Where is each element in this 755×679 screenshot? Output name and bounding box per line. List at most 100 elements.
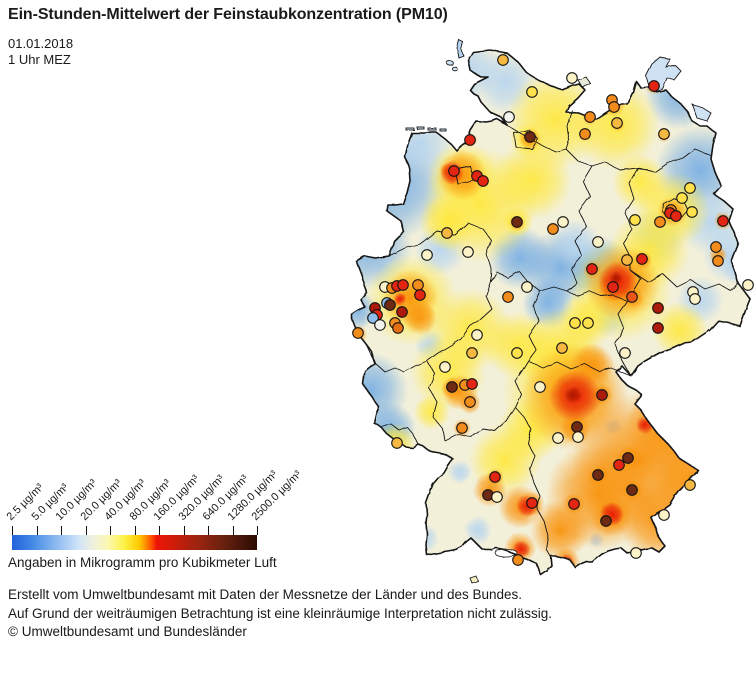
station-dot[interactable] bbox=[397, 279, 409, 291]
station-dot[interactable] bbox=[717, 215, 729, 227]
station-dot[interactable] bbox=[446, 381, 458, 393]
station-dot[interactable] bbox=[684, 182, 696, 194]
station-dot[interactable] bbox=[552, 432, 564, 444]
station-dot[interactable] bbox=[658, 128, 670, 140]
legend-tick bbox=[12, 526, 13, 535]
station-dot[interactable] bbox=[568, 498, 580, 510]
station-dot[interactable] bbox=[686, 206, 698, 218]
station-dot[interactable] bbox=[676, 192, 688, 204]
station-dot[interactable] bbox=[526, 497, 538, 509]
field-blob bbox=[411, 524, 439, 552]
station-dot[interactable] bbox=[622, 452, 634, 464]
station-dot[interactable] bbox=[556, 342, 568, 354]
station-dot[interactable] bbox=[652, 322, 664, 334]
station-dot[interactable] bbox=[670, 210, 682, 222]
island-east-frisian-3 bbox=[427, 127, 437, 131]
station-dot[interactable] bbox=[630, 547, 642, 559]
station-dot[interactable] bbox=[534, 381, 546, 393]
station-dot[interactable] bbox=[629, 214, 641, 226]
station-dot[interactable] bbox=[619, 347, 631, 359]
alpine-fragment bbox=[469, 575, 479, 584]
station-dot[interactable] bbox=[448, 165, 460, 177]
station-dot[interactable] bbox=[600, 515, 612, 527]
station-dot[interactable] bbox=[572, 431, 584, 443]
station-dot[interactable] bbox=[547, 223, 559, 235]
station-dot[interactable] bbox=[592, 469, 604, 481]
station-dot[interactable] bbox=[613, 459, 625, 471]
station-dot[interactable] bbox=[441, 227, 453, 239]
station-dot[interactable] bbox=[503, 111, 515, 123]
island-amrum bbox=[451, 66, 459, 72]
station-dot[interactable] bbox=[658, 509, 670, 521]
station-dot[interactable] bbox=[521, 281, 533, 293]
station-dot[interactable] bbox=[489, 471, 501, 483]
station-dot[interactable] bbox=[414, 289, 426, 301]
station-dot[interactable] bbox=[592, 236, 604, 248]
station-dot[interactable] bbox=[391, 437, 403, 449]
station-dot[interactable] bbox=[464, 396, 476, 408]
field-blob bbox=[403, 301, 437, 335]
station-dot[interactable] bbox=[689, 293, 701, 305]
station-dot[interactable] bbox=[586, 263, 598, 275]
station-dot[interactable] bbox=[579, 128, 591, 140]
station-dot[interactable] bbox=[626, 484, 638, 496]
legend-tick bbox=[61, 526, 62, 535]
station-dot[interactable] bbox=[652, 302, 664, 314]
station-dot[interactable] bbox=[626, 291, 638, 303]
field-blob bbox=[521, 50, 565, 84]
station-dot[interactable] bbox=[648, 80, 660, 92]
station-dot[interactable] bbox=[491, 491, 503, 503]
station-dot[interactable] bbox=[684, 479, 696, 491]
station-dot[interactable] bbox=[511, 216, 523, 228]
legend-caption: Angaben in Mikrogramm pro Kubikmeter Luf… bbox=[8, 555, 277, 570]
legend-tick bbox=[36, 526, 38, 535]
time-label: 1 Uhr MEZ bbox=[8, 52, 71, 67]
station-dot[interactable] bbox=[557, 216, 569, 228]
station-dot[interactable] bbox=[466, 378, 478, 390]
station-dot[interactable] bbox=[421, 249, 433, 261]
station-dot[interactable] bbox=[477, 175, 489, 187]
station-dot[interactable] bbox=[584, 111, 596, 123]
station-dot[interactable] bbox=[621, 254, 633, 266]
field-blob bbox=[530, 500, 590, 560]
station-dot[interactable] bbox=[471, 329, 483, 341]
station-dot[interactable] bbox=[569, 317, 581, 329]
station-dot[interactable] bbox=[464, 134, 476, 146]
station-dot[interactable] bbox=[439, 361, 451, 373]
station-dot[interactable] bbox=[466, 347, 478, 359]
station-dot[interactable] bbox=[367, 312, 379, 324]
station-dot[interactable] bbox=[582, 317, 594, 329]
station-dot[interactable] bbox=[392, 322, 404, 334]
state-hamburg bbox=[513, 129, 539, 150]
station-dot[interactable] bbox=[352, 327, 364, 339]
footer-line-disclaimer: Auf Grund der weiträumigen Betrachtung i… bbox=[8, 605, 553, 621]
station-dot[interactable] bbox=[608, 101, 620, 113]
station-dot[interactable] bbox=[571, 421, 583, 433]
station-dot[interactable] bbox=[456, 422, 468, 434]
island-foehr bbox=[446, 60, 454, 66]
station-dot[interactable] bbox=[526, 86, 538, 98]
station-dot[interactable] bbox=[566, 72, 578, 84]
station-dot[interactable] bbox=[607, 281, 619, 293]
station-dot[interactable] bbox=[511, 347, 523, 359]
station-dot[interactable] bbox=[596, 389, 608, 401]
station-dot[interactable] bbox=[712, 255, 724, 267]
station-dot[interactable] bbox=[462, 246, 474, 258]
station-dot[interactable] bbox=[502, 291, 514, 303]
legend-tick bbox=[134, 526, 136, 535]
station-dot[interactable] bbox=[742, 279, 754, 291]
legend-tick bbox=[110, 526, 111, 535]
station-dot[interactable] bbox=[412, 279, 424, 291]
station-dot[interactable] bbox=[636, 253, 648, 265]
legend-tick bbox=[257, 526, 258, 535]
station-dot[interactable] bbox=[374, 319, 386, 331]
station-dot[interactable] bbox=[497, 54, 509, 66]
station-dot[interactable] bbox=[611, 117, 623, 129]
station-dot[interactable] bbox=[710, 241, 722, 253]
footer-line-source: Erstellt vom Umweltbundesamt mit Daten d… bbox=[8, 587, 523, 602]
station-dot[interactable] bbox=[512, 554, 524, 566]
station-dot[interactable] bbox=[524, 131, 536, 143]
station-dot[interactable] bbox=[384, 299, 396, 311]
station-dot[interactable] bbox=[654, 216, 666, 228]
station-dot[interactable] bbox=[396, 306, 408, 318]
